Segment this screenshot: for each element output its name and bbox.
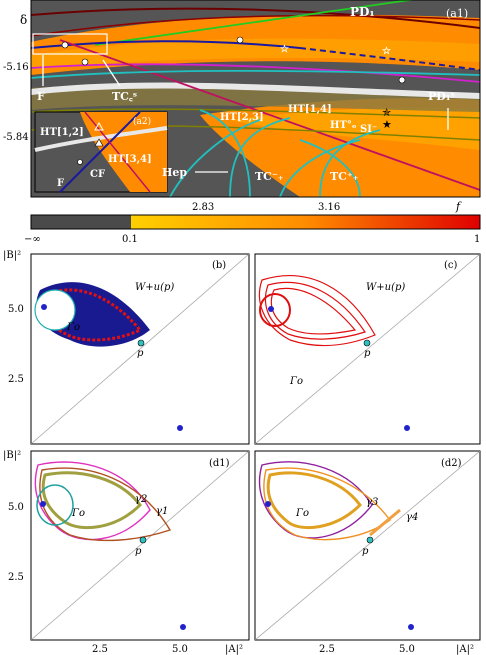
a1-label-tcm: TC⁻₊ (255, 170, 284, 183)
a1-label-tcp: TC⁺₊ (330, 170, 359, 183)
c-wu-label: W+u(p) (366, 282, 405, 293)
a1-label-pd1s: PD₁ˢ (428, 90, 455, 103)
d2-x-tick-1: 2.5 (319, 644, 335, 655)
a1-label-hto: HT°ₒ (330, 120, 357, 131)
y-axis-label-bottom: |B|² (3, 450, 21, 461)
c-gamma-label: Γo (289, 376, 303, 387)
svg-text:★: ★ (382, 118, 392, 131)
a1-label-tcc: TC꜀ˢ (112, 90, 137, 103)
svg-text:☆: ☆ (280, 44, 289, 55)
panel-a1: ☆ ☆ ✯ ★ (31, 0, 480, 197)
panel-b: (b) W+u(p) Γo p (30, 253, 250, 445)
axes-labels: |B|² |B|² 5.0 2.5 5.0 2.5 2.5 5.0 2.5 5.… (3, 250, 474, 655)
d1-gamma2-label: γ2 (135, 494, 147, 505)
colorbar: 2.83 3.16 f −∞ 0.1 1 (24, 200, 481, 245)
a1-label-ht23: HT[2,3] (220, 112, 264, 123)
d2-tag: (d2) (441, 458, 462, 469)
d1-x-tick-2: 5.0 (172, 644, 188, 655)
a1-tag: (a1) (446, 7, 468, 20)
a2-label-ht34: HT[3,4] (108, 154, 152, 165)
d1-y-tick-2: 2.5 (8, 572, 24, 583)
a2-label-ht12: HT[1,2] (40, 127, 84, 138)
svg-text:☆: ☆ (382, 46, 391, 57)
d1-gamma1-label: γ1 (156, 506, 168, 517)
d2-gamma3-label: γ3 (366, 497, 378, 508)
a1-label-F: F (37, 90, 45, 103)
colorbar-tick-bottom-1: −∞ (24, 234, 41, 245)
d1-x-axis-label: |A|² (225, 644, 243, 655)
y-axis-label-top: |B|² (3, 250, 21, 261)
colorbar-tick-top-2: 3.16 (318, 202, 340, 213)
svg-text:✯: ✯ (382, 106, 391, 119)
colorbar-tick-bottom-2: 0.1 (122, 234, 138, 245)
a1-y-tick-2: -5.84 (3, 132, 29, 143)
c-p-label: p (364, 348, 371, 359)
panel-c: (c) W+u(p) Γo p (254, 253, 481, 445)
b-y-tick-2: 2.5 (8, 374, 24, 385)
a1-label-hep: Hep (162, 166, 187, 179)
d1-y-tick-1: 5.0 (8, 502, 24, 513)
d2-gamma4-label: γ4 (406, 512, 418, 523)
colorbar-tick-top-1: 2.83 (192, 202, 214, 213)
panel-d2: (d2) γ3 γ4 Γo p (254, 450, 481, 641)
a1-y-tick-1: -5.16 (3, 62, 29, 73)
d1-x-tick-1: 2.5 (92, 644, 108, 655)
a2-tag: (a2) (133, 116, 151, 127)
a1-label-ht14: HT[1,4] (288, 104, 332, 115)
b-tag: (b) (212, 260, 226, 271)
colorbar-f-label: f (455, 200, 462, 213)
a2-label-cf: CF (90, 169, 105, 180)
d2-x-tick-2: 5.0 (399, 644, 415, 655)
c-tag: (c) (444, 260, 458, 271)
d2-x-axis-label: |A|² (456, 644, 474, 655)
b-wu-label: W+u(p) (135, 282, 174, 293)
b-gamma-label: Γo (66, 322, 80, 333)
d2-Gamma-label: Γo (295, 508, 309, 519)
b-y-tick-1: 5.0 (8, 304, 24, 315)
colorbar-tick-bottom-3: 1 (474, 234, 480, 245)
panel-d1: (d1) γ2 γ1 Γo p (30, 450, 250, 641)
a1-label-pd1: PD₁ (350, 5, 375, 19)
d1-tag: (d1) (209, 458, 230, 469)
a1-label-si: SI⁻ (360, 124, 377, 135)
d2-p-label: p (362, 546, 369, 557)
a1-y-label: δ (20, 13, 27, 27)
d1-p-label: p (135, 546, 142, 557)
a2-label-F: F (57, 178, 64, 189)
d1-Gamma-label: Γo (71, 508, 85, 519)
b-p-label: p (137, 348, 144, 359)
